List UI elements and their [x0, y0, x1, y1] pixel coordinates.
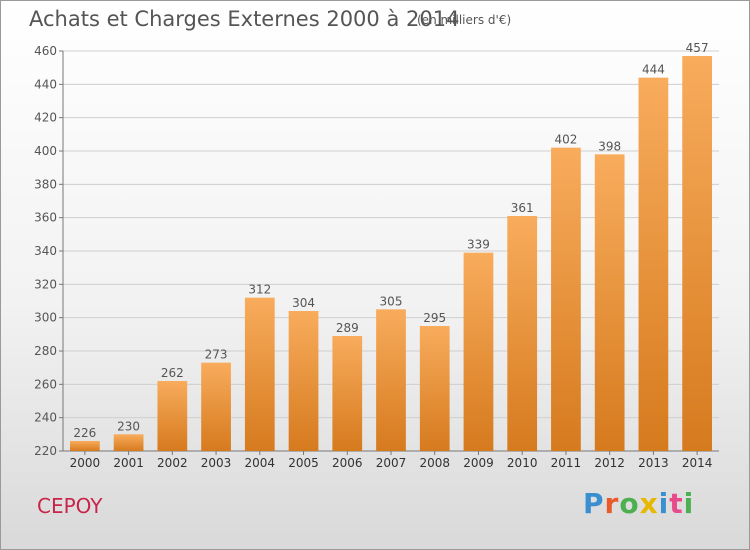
y-tick-label: 420: [34, 111, 57, 125]
x-tick-label-2009: 2009: [463, 456, 494, 470]
value-label-2005: 304: [292, 296, 315, 310]
x-tick-label-2010: 2010: [507, 456, 538, 470]
y-tick-label: 340: [34, 244, 57, 258]
x-tick-label-2000: 2000: [70, 456, 101, 470]
x-tick-label-2007: 2007: [376, 456, 407, 470]
x-tick-label-2014: 2014: [682, 456, 713, 470]
logo-letter: i: [658, 487, 670, 520]
y-tick-label: 260: [34, 377, 57, 391]
proxiti-logo[interactable]: Proxiti: [583, 487, 694, 520]
y-tick-label: 360: [34, 211, 57, 225]
chart-title: Achats et Charges Externes 2000 à 2014: [29, 7, 460, 31]
y-tick-label: 280: [34, 344, 57, 358]
value-label-2004: 312: [248, 283, 271, 297]
bar-2004: [244, 297, 275, 451]
bars: [69, 56, 713, 452]
value-label-2003: 273: [205, 348, 228, 362]
logo-letter: i: [683, 487, 695, 520]
x-tick-label-2003: 2003: [201, 456, 232, 470]
bar-2007: [376, 309, 406, 451]
bar-2010: [507, 216, 538, 451]
x-tick-label-2013: 2013: [638, 456, 669, 470]
x-tick-label-2008: 2008: [419, 456, 450, 470]
y-tick-label: 440: [34, 77, 57, 91]
value-label-2007: 305: [380, 294, 403, 308]
y-tick-label: 460: [34, 44, 57, 58]
logo-letter: x: [639, 487, 659, 520]
bar-2014: [682, 56, 713, 451]
logo-letter: r: [604, 487, 620, 520]
bar-2012: [594, 154, 625, 452]
y-tick-label: 240: [34, 411, 57, 425]
logo-letter: o: [619, 487, 640, 520]
bar-2006: [332, 336, 363, 451]
bar-2000: [69, 441, 100, 451]
value-label-2014: 457: [686, 41, 709, 55]
x-tick-label-2005: 2005: [288, 456, 319, 470]
bar-2011: [551, 147, 581, 451]
x-tick-label-2004: 2004: [245, 456, 276, 470]
y-tick-label: 300: [34, 311, 57, 325]
bar-2002: [157, 381, 188, 451]
y-tick-label: 380: [34, 177, 57, 191]
bar-2001: [113, 434, 144, 451]
value-label-2000: 226: [73, 426, 96, 440]
y-tick-label: 320: [34, 277, 57, 291]
chart-subtitle: (en milliers d'€): [417, 13, 512, 27]
bar-2003: [201, 362, 231, 451]
axes: 220 240 260 280 300 320 340 360 380 400 420 440 460 2…: [34, 44, 719, 470]
value-label-2008: 295: [423, 311, 446, 325]
x-tick-label-2011: 2011: [551, 456, 582, 470]
value-label-2001: 230: [117, 419, 140, 433]
value-label-2006: 289: [336, 321, 359, 335]
value-label-2010: 361: [511, 201, 534, 215]
x-tick-label-2002: 2002: [157, 456, 188, 470]
bar-2013: [638, 77, 669, 452]
x-tick-label-2001: 2001: [113, 456, 144, 470]
data-labels: 226 230 262 273 312 304 289 305 295 339 361 402 398 4…: [73, 41, 708, 440]
value-label-2013: 444: [642, 63, 665, 77]
x-tick-label-2006: 2006: [332, 456, 363, 470]
y-tick-label: 400: [34, 144, 57, 158]
commune-name: CEPOY: [37, 494, 103, 518]
value-label-2009: 339: [467, 238, 490, 252]
logo-letter: P: [583, 487, 605, 520]
bar-2005: [288, 311, 319, 451]
value-label-2002: 262: [161, 366, 184, 380]
y-tick-label: 220: [34, 444, 57, 458]
bar-2008: [419, 326, 450, 451]
x-tick-label-2012: 2012: [594, 456, 625, 470]
value-label-2011: 402: [554, 133, 577, 147]
logo-letter: t: [669, 487, 684, 520]
value-label-2012: 398: [598, 139, 621, 153]
bar-2009: [463, 252, 494, 451]
